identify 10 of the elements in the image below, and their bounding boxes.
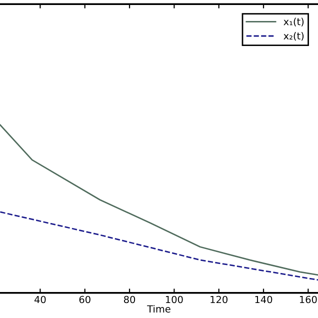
x-tick-label: 100 bbox=[166, 296, 183, 304]
x-tick-label: 160 bbox=[300, 296, 317, 304]
x-tick-label: 80 bbox=[124, 296, 136, 304]
legend-label: x₁(t) bbox=[284, 18, 304, 26]
x-tick-label: 140 bbox=[255, 296, 272, 304]
x-tick-label: 60 bbox=[79, 296, 90, 304]
x-axis-title: Time bbox=[147, 305, 170, 313]
legend-label: x₂(t) bbox=[284, 32, 304, 41]
x-tick-label: 120 bbox=[210, 296, 228, 304]
x-tick-label: 40 bbox=[34, 296, 46, 304]
